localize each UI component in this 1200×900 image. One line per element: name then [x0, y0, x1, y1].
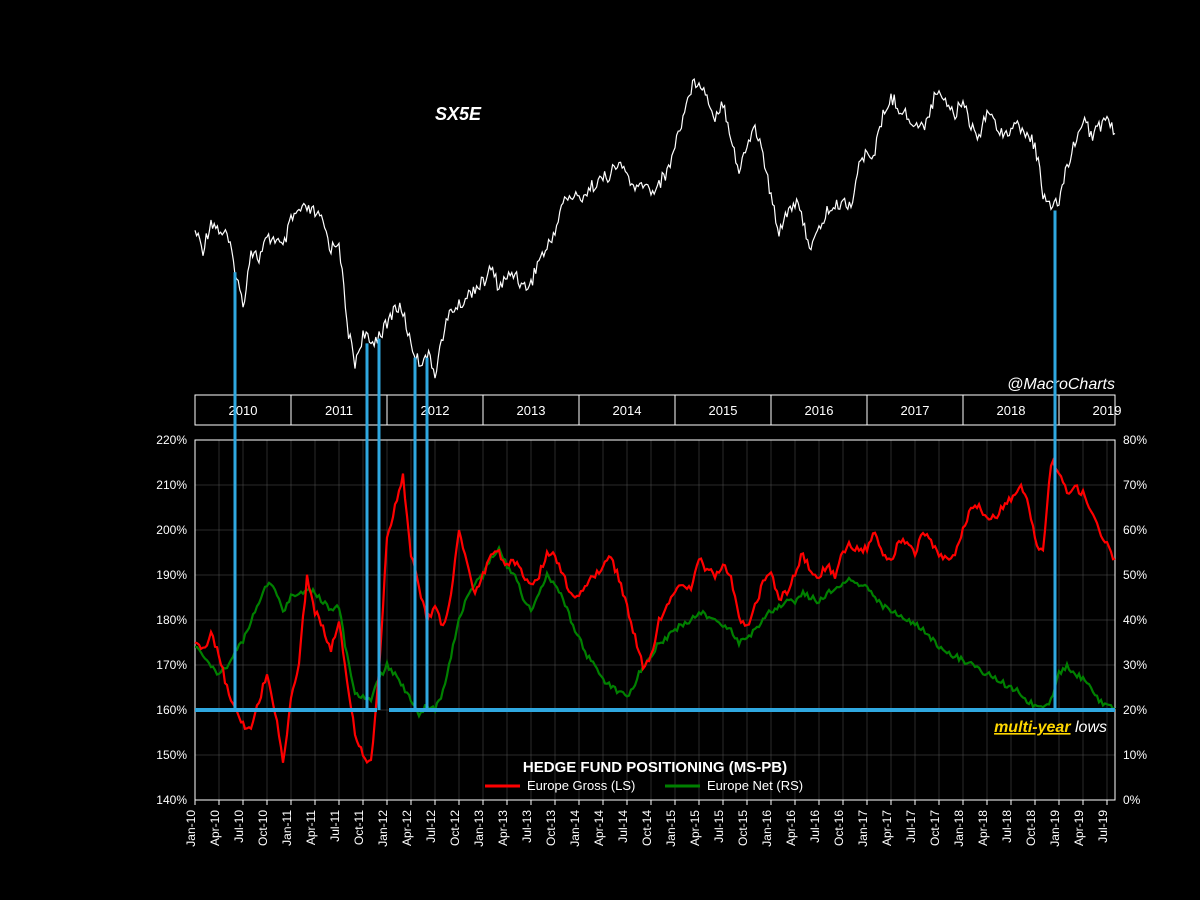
x-axis-label: Apr-14	[592, 810, 606, 846]
x-axis-label: Jul-11	[328, 810, 342, 842]
left-axis-tick: 200%	[156, 523, 187, 537]
x-axis-label: Jul-19	[1096, 810, 1110, 843]
x-axis-label: Apr-19	[1072, 810, 1086, 846]
right-axis-tick: 80%	[1123, 433, 1147, 447]
x-axis-label: Jan-12	[376, 810, 390, 847]
left-axis-tick: 140%	[156, 793, 187, 807]
x-axis-label: Apr-16	[784, 810, 798, 846]
year-label: 2015	[709, 403, 738, 418]
right-axis-tick: 30%	[1123, 658, 1147, 672]
chart-container: SX5E 2010 2011 2012 2013 2014 2015 2016 2017 2018…	[0, 0, 1200, 900]
x-axis-label: Oct-16	[832, 810, 846, 846]
x-axis-label: Apr-10	[208, 810, 222, 846]
right-axis-tick: 0%	[1123, 793, 1141, 807]
sx5e-label: SX5E	[435, 104, 482, 124]
left-axis-tick: 170%	[156, 658, 187, 672]
right-axis-tick: 20%	[1123, 703, 1147, 717]
left-axis-tick: 220%	[156, 433, 187, 447]
year-label: 2017	[901, 403, 930, 418]
x-axis-label: Oct-11	[352, 810, 366, 845]
right-axis-tick: 50%	[1123, 568, 1147, 582]
x-axis-label: Oct-10	[256, 810, 270, 846]
x-axis-label: Jan-10	[184, 810, 198, 847]
sx5e-price-line	[195, 79, 1115, 378]
x-axis-label: Jan-15	[664, 810, 678, 847]
left-axis-tick: 150%	[156, 748, 187, 762]
bottom-chart-title: HEDGE FUND POSITIONING (MS-PB)	[523, 759, 787, 776]
x-axis-label: Jan-19	[1048, 810, 1062, 847]
x-axis-label: Oct-13	[544, 810, 558, 846]
x-axis-label: Jan-11	[280, 810, 294, 846]
multi-year-lows-annotation: multi-year lows	[994, 719, 1107, 736]
chart-svg: SX5E 2010 2011 2012 2013 2014 2015 2016 2017 2018…	[0, 0, 1200, 900]
x-axis-label: Apr-11	[304, 810, 318, 845]
year-label: 2012	[421, 403, 450, 418]
x-axis-label: Jan-13	[472, 810, 486, 847]
x-axis-label: Jul-14	[616, 810, 630, 843]
year-label: 2016	[805, 403, 834, 418]
left-axis-tick: 190%	[156, 568, 187, 582]
x-axis-label: Jul-13	[520, 810, 534, 843]
x-axis-label: Jan-14	[568, 810, 582, 847]
x-axis-label: Jul-17	[904, 810, 918, 843]
x-axis-label: Apr-12	[400, 810, 414, 846]
right-axis-tick: 10%	[1123, 748, 1147, 762]
europe-net-line	[195, 548, 1115, 717]
x-axis-label: Jan-18	[952, 810, 966, 847]
x-axis-label: Jan-16	[760, 810, 774, 847]
year-label: 2014	[613, 403, 642, 418]
x-axis-label: Jul-10	[232, 810, 246, 843]
x-axis-label: Oct-15	[736, 810, 750, 846]
x-axis-label: Apr-17	[880, 810, 894, 846]
x-axis-label: Apr-15	[688, 810, 702, 846]
x-axis-label: Jul-15	[712, 810, 726, 843]
left-axis-tick: 210%	[156, 478, 187, 492]
year-label: 2018	[997, 403, 1026, 418]
x-axis-label: Jul-18	[1000, 810, 1014, 843]
year-label: 2010	[229, 403, 258, 418]
year-label: 2019	[1093, 403, 1122, 418]
right-axis-tick: 40%	[1123, 613, 1147, 627]
right-axis-tick: 70%	[1123, 478, 1147, 492]
x-axis-label: Jul-16	[808, 810, 822, 843]
x-axis-label: Oct-12	[448, 810, 462, 846]
attribution-label: @MacroCharts	[1007, 376, 1115, 393]
x-axis-label: Apr-13	[496, 810, 510, 846]
left-axis-tick: 160%	[156, 703, 187, 717]
left-axis-tick: 180%	[156, 613, 187, 627]
year-label: 2013	[517, 403, 546, 418]
europe-gross-line	[195, 461, 1115, 763]
x-axis-label: Oct-17	[928, 810, 942, 846]
x-axis-label: Jul-12	[424, 810, 438, 843]
x-axis-label: Jan-17	[856, 810, 870, 847]
right-axis-tick: 60%	[1123, 523, 1147, 537]
legend-label-green: Europe Net (RS)	[707, 778, 803, 793]
x-axis-label: Apr-18	[976, 810, 990, 846]
x-axis-label: Oct-14	[640, 810, 654, 846]
year-label: 2011	[325, 403, 353, 418]
legend-label-red: Europe Gross (LS)	[527, 778, 635, 793]
x-axis-label: Oct-18	[1024, 810, 1038, 846]
